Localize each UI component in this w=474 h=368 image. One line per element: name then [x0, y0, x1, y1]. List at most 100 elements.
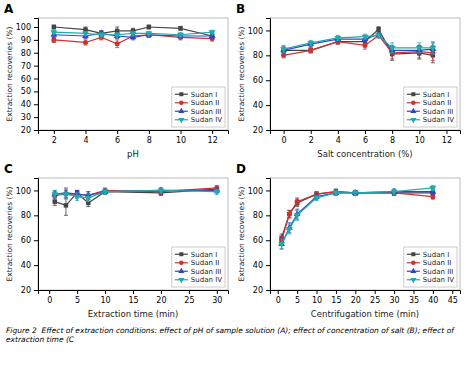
- data-point: [389, 46, 396, 52]
- y-tick-label: 90: [21, 36, 31, 45]
- y-tick-label: 20: [253, 126, 263, 135]
- y-tick-label: 20: [21, 286, 31, 295]
- y-tick-mark: [266, 55, 270, 56]
- x-axis: 024681012: [271, 130, 461, 145]
- legend-label: Sudan III: [423, 108, 453, 116]
- data-point: [209, 30, 216, 36]
- data-point: [114, 33, 121, 39]
- y-tick-label: 40: [21, 261, 31, 270]
- x-tick: 0: [276, 290, 281, 305]
- data-point: [430, 194, 435, 199]
- data-point: [278, 242, 285, 248]
- series-line: [284, 35, 433, 49]
- x-tick: 45: [448, 290, 458, 305]
- y-tick-label: 100: [248, 27, 263, 36]
- series-line: [284, 29, 433, 55]
- data-point: [416, 46, 423, 52]
- legend-marker: [410, 268, 416, 273]
- x-tick: 40: [428, 290, 438, 305]
- legend: Sudan ISudan IISudan IIISudan IV: [172, 87, 225, 127]
- x-tick: 15: [128, 290, 138, 305]
- data-point: [280, 47, 287, 53]
- x-tick-mark: [77, 290, 78, 294]
- y-tick: 80: [253, 211, 270, 220]
- data-point: [98, 33, 105, 39]
- y-tick: 80: [253, 51, 270, 60]
- x-tick-mark: [189, 290, 190, 294]
- data-point: [416, 46, 423, 52]
- x-tick: 25: [184, 290, 194, 305]
- x-tick: 10: [312, 290, 322, 305]
- y-axis: 2030405060708090100: [16, 19, 39, 136]
- data-point: [280, 46, 287, 52]
- x-tick-mark: [54, 130, 55, 134]
- data-point: [130, 31, 137, 37]
- data-point: [82, 32, 89, 38]
- error-bar: [52, 37, 56, 42]
- y-axis-line: [34, 19, 39, 131]
- error-bar: [309, 48, 313, 53]
- x-tick: 5: [75, 290, 80, 305]
- x-tick: 8: [390, 130, 395, 145]
- legend-label: Sudan II: [191, 259, 219, 267]
- y-tick: 40: [253, 101, 270, 110]
- legend-marker: [410, 118, 416, 123]
- error-bar: [115, 40, 119, 48]
- legend-label: Sudan III: [191, 108, 221, 116]
- series-line: [282, 192, 433, 244]
- y-tick-label: 80: [253, 51, 263, 60]
- legend-frame: [172, 87, 225, 127]
- x-tick: 15: [331, 290, 341, 305]
- x-tick-label: 5: [75, 296, 80, 305]
- plot-frame: [38, 178, 228, 290]
- y-tick-mark: [266, 130, 270, 131]
- x-axis-line: [271, 291, 461, 295]
- data-point: [287, 212, 292, 217]
- x-tick-mark: [284, 130, 285, 134]
- y-tick-label: 60: [21, 236, 31, 245]
- x-tick-mark: [217, 290, 218, 294]
- x-tick-label: 20: [351, 296, 361, 305]
- x-tick-label: 10: [176, 136, 186, 145]
- data-point: [308, 48, 312, 52]
- y-tick-mark: [34, 290, 38, 291]
- data-point: [362, 43, 367, 48]
- x-tick-label: 40: [428, 296, 438, 305]
- y-tick-mark: [34, 27, 38, 28]
- legend-marker: [411, 100, 416, 105]
- x-axis-title: Extraction time (min): [88, 309, 179, 319]
- y-tick: 60: [21, 75, 38, 84]
- x-axis: 051015202530: [39, 290, 229, 305]
- legend-label: Sudan IV: [191, 116, 222, 124]
- y-tick-label: 100: [16, 23, 31, 32]
- x-tick-mark: [392, 130, 393, 134]
- panel: 05101520253020406080100Extraction time (…: [4, 162, 229, 319]
- y-tick-mark: [34, 190, 38, 191]
- x-axis-title: Salt concentration (%): [317, 149, 412, 159]
- x-tick-label: 2: [309, 136, 314, 145]
- data-point: [295, 199, 300, 204]
- x-tick: 4: [336, 130, 341, 145]
- error-bar: [363, 42, 367, 49]
- x-tick-label: 10: [415, 136, 425, 145]
- series-line: [282, 188, 433, 244]
- y-tick-mark: [266, 290, 270, 291]
- data-point: [158, 188, 165, 194]
- x-tick-mark: [278, 290, 279, 294]
- panel-label: A: [4, 2, 14, 16]
- data-point: [307, 41, 314, 47]
- x-tick: 8: [147, 130, 152, 145]
- y-tick-label: 100: [248, 187, 263, 196]
- y-axis-line: [34, 179, 39, 291]
- x-axis-line: [39, 291, 229, 295]
- data-point: [52, 25, 56, 29]
- x-tick-mark: [105, 290, 106, 294]
- y-tick-mark: [34, 53, 38, 54]
- x-axis-line: [271, 131, 461, 135]
- x-tick-label: 10: [100, 296, 110, 305]
- panel: 02468101220406080100Salt concentration (…: [236, 2, 461, 159]
- legend-marker: [179, 100, 184, 105]
- data-point: [83, 40, 88, 45]
- data-point: [145, 31, 152, 37]
- y-tick-label: 30: [21, 113, 31, 122]
